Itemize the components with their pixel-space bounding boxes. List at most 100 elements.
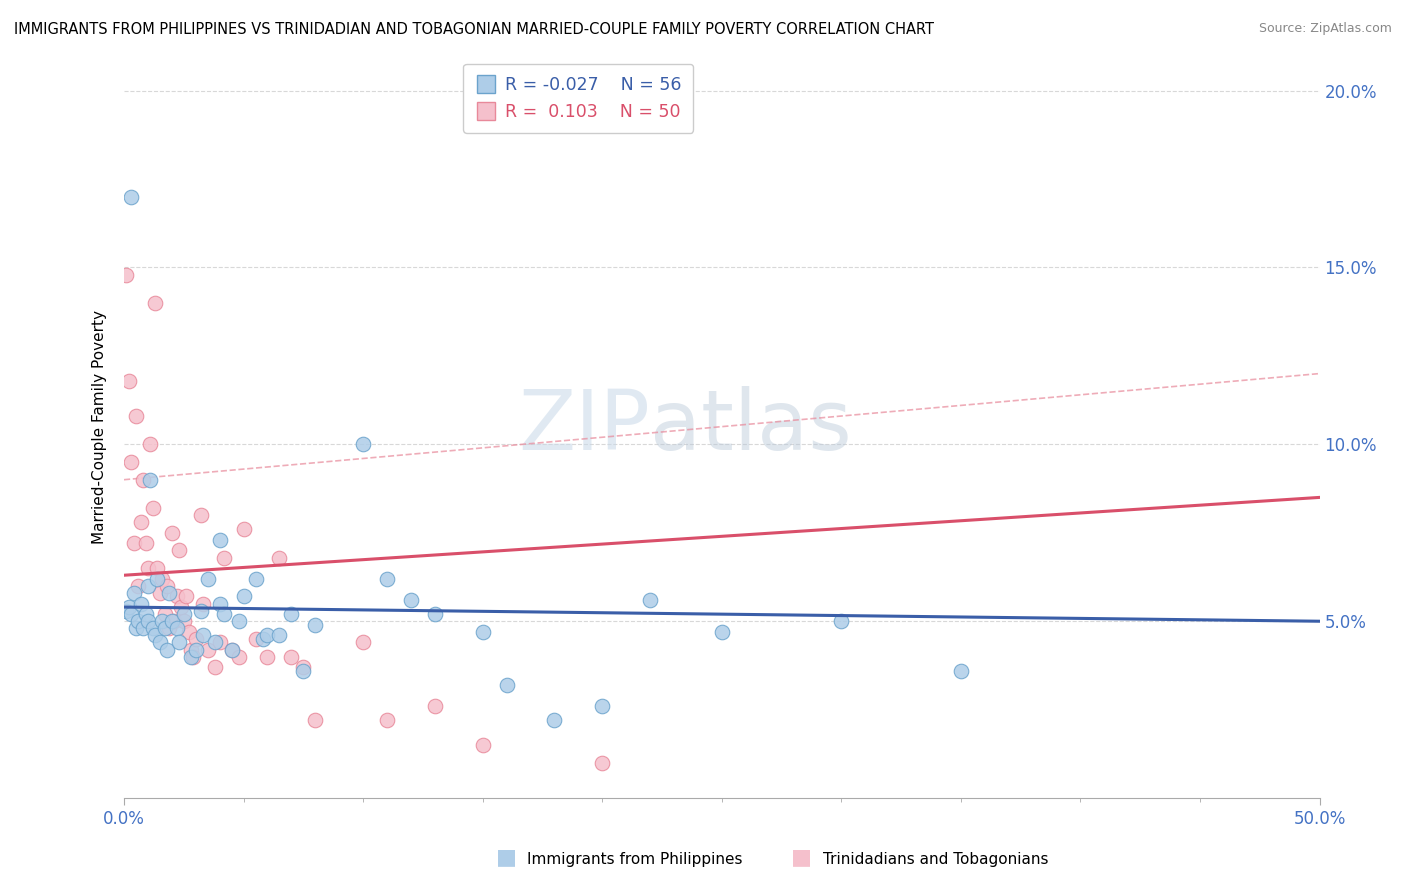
Point [190, 604, 212, 618]
Text: ■: ■ [792, 847, 811, 867]
Point [166, 590, 188, 604]
Point [118, 374, 141, 388]
Point [292, 664, 315, 678]
Point [221, 642, 243, 657]
Point [232, 590, 254, 604]
Point [399, 593, 422, 607]
Point [228, 614, 250, 628]
Point [149, 635, 172, 649]
Point [149, 586, 172, 600]
Point [167, 543, 190, 558]
Point [245, 572, 267, 586]
Point [153, 607, 176, 622]
Point [180, 649, 202, 664]
Point [120, 607, 142, 622]
Point [184, 642, 207, 657]
Point [375, 714, 398, 728]
Point [150, 614, 173, 628]
Point [471, 624, 494, 639]
Point [228, 649, 250, 664]
Point [177, 624, 200, 639]
Point [129, 515, 152, 529]
Text: Source: ZipAtlas.com: Source: ZipAtlas.com [1258, 22, 1392, 36]
Point [156, 642, 179, 657]
Point [163, 614, 186, 628]
Point [127, 614, 149, 628]
Point [115, 268, 138, 282]
Point [304, 714, 326, 728]
Point [471, 738, 494, 752]
Text: ZIP: ZIP [519, 386, 650, 467]
Text: ■: ■ [496, 847, 516, 867]
Point [146, 572, 169, 586]
Text: Trinidadians and Tobagonians: Trinidadians and Tobagonians [823, 852, 1047, 867]
Point [167, 635, 190, 649]
Point [173, 607, 195, 622]
Point [146, 561, 169, 575]
Point [214, 550, 236, 565]
Point [208, 533, 231, 547]
Point [208, 597, 231, 611]
Point [190, 508, 212, 522]
Point [591, 756, 613, 770]
Point [204, 635, 226, 649]
Point [232, 522, 254, 536]
Point [166, 621, 188, 635]
Point [127, 579, 149, 593]
Y-axis label: Married-Couple Family Poverty: Married-Couple Family Poverty [93, 310, 107, 543]
Point [256, 628, 278, 642]
Point [245, 632, 267, 646]
Point [191, 597, 214, 611]
Point [423, 699, 446, 714]
Point [160, 614, 183, 628]
Point [180, 642, 202, 657]
Point [132, 473, 155, 487]
Point [269, 550, 291, 565]
Point [153, 621, 176, 635]
Point [142, 501, 165, 516]
Point [591, 699, 613, 714]
Point [638, 593, 661, 607]
Point [136, 614, 159, 628]
Point [183, 649, 205, 664]
Point [830, 614, 852, 628]
Point [423, 607, 446, 622]
Point [304, 617, 326, 632]
Point [280, 649, 302, 664]
Point [134, 607, 156, 622]
Point [197, 572, 219, 586]
Point [352, 635, 374, 649]
Point [142, 621, 165, 635]
Point [495, 678, 517, 692]
Point [375, 572, 398, 586]
Text: IMMIGRANTS FROM PHILIPPINES VS TRINIDADIAN AND TOBAGONIAN MARRIED-COUPLE FAMILY : IMMIGRANTS FROM PHILIPPINES VS TRINIDADI… [14, 22, 934, 37]
Point [214, 607, 236, 622]
Point [125, 621, 148, 635]
Point [170, 600, 193, 615]
Point [292, 660, 315, 674]
Point [159, 586, 181, 600]
Point [143, 628, 166, 642]
Point [160, 525, 183, 540]
Text: atlas: atlas [650, 386, 852, 467]
Point [125, 409, 148, 423]
Point [136, 579, 159, 593]
Point [118, 600, 141, 615]
Point [115, 604, 138, 618]
Point [134, 536, 156, 550]
Point [252, 632, 274, 646]
Point [150, 572, 173, 586]
Point [280, 607, 302, 622]
Point [208, 635, 231, 649]
Point [204, 660, 226, 674]
Point [120, 189, 142, 203]
Point [173, 614, 195, 628]
Point [156, 579, 179, 593]
Point [710, 624, 733, 639]
Point [543, 714, 565, 728]
Point [139, 473, 162, 487]
Point [136, 561, 159, 575]
Point [122, 536, 145, 550]
Point [191, 628, 214, 642]
Point [949, 664, 972, 678]
